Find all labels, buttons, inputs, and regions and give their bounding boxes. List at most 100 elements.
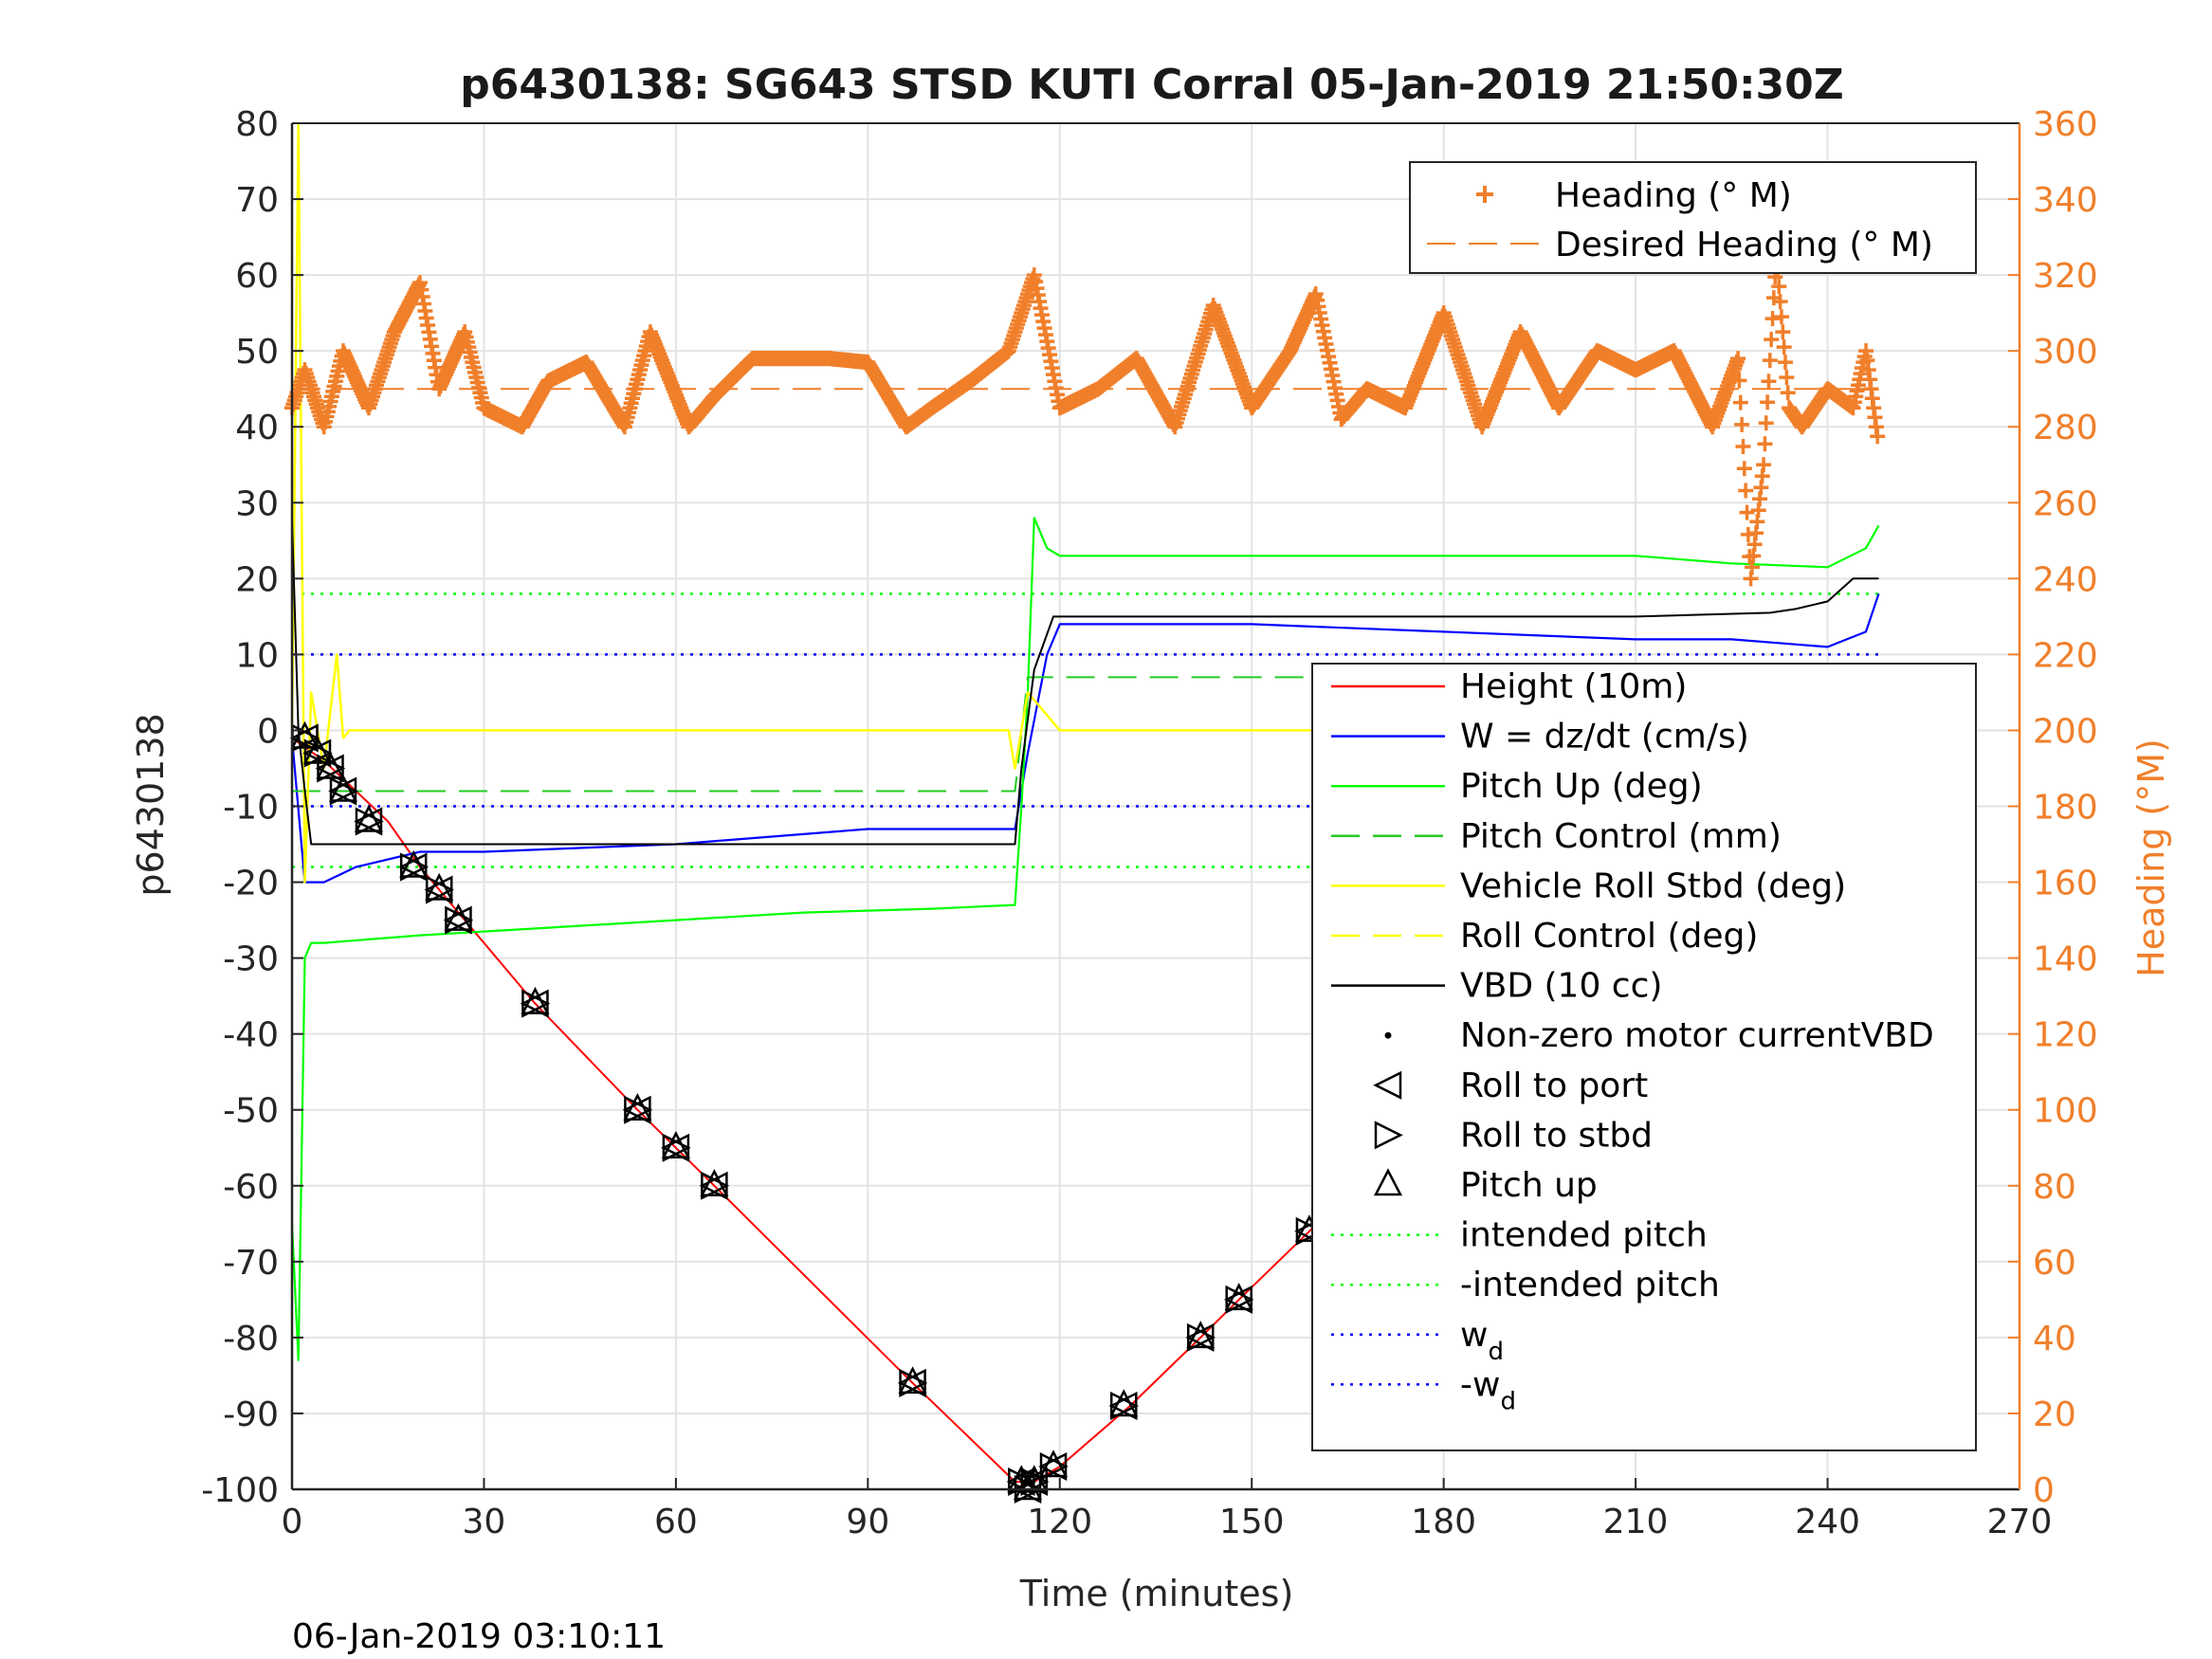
roll-stbd-marker (1225, 1285, 1254, 1314)
pitch-up-marker (1186, 1321, 1216, 1349)
y2-tick-label: 260 (2033, 484, 2098, 523)
series-w-dz-dt-cm-s (290, 592, 1880, 884)
roll-stbd-marker (1110, 1391, 1140, 1420)
x-tick-label: 270 (1987, 1503, 2053, 1541)
roll-marker (520, 986, 551, 1018)
y-tick-label: -40 (223, 1016, 279, 1055)
roll-stbd-marker (445, 905, 474, 935)
pitch-up-marker (425, 872, 454, 901)
pitch-up-marker (354, 804, 384, 832)
heading-point (1756, 457, 1772, 473)
y-tick-label: -80 (223, 1320, 279, 1358)
roll-stbd-marker (355, 807, 384, 836)
pitch-up-marker (661, 1131, 690, 1158)
heading-point (1731, 373, 1747, 389)
roll-stbd-marker (1186, 1322, 1216, 1352)
roll-stbd-marker (1295, 1216, 1325, 1246)
legend-main-box (1311, 663, 1977, 1451)
legend-label: Pitch Control (mm) (1460, 817, 1782, 856)
roll-stbd-marker (317, 754, 346, 783)
y-tick-label: 40 (235, 409, 279, 447)
legend-label: Vehicle Roll Stbd (deg) (1460, 866, 1846, 905)
pitch-up-marker (623, 1093, 652, 1121)
legend-heading-symbol (1476, 186, 1493, 203)
legend-label: Pitch Up (deg) (1460, 767, 1703, 806)
y-tick-label: -30 (223, 940, 279, 979)
roll-marker (1185, 1321, 1216, 1352)
y2-tick-label: 0 (2033, 1471, 2055, 1510)
chart-title: p6430138: SG643 STSD KUTI Corral 05-Jan-… (460, 61, 1843, 109)
heading-point (1779, 370, 1795, 386)
y2-tick-label: 280 (2033, 409, 2098, 447)
x-tick-label: 240 (1795, 1503, 1860, 1541)
heading-point (1764, 311, 1781, 327)
legend-subscript: d (1500, 1387, 1516, 1415)
roll-stbd-marker (1039, 1451, 1069, 1482)
heading-point (1758, 415, 1774, 431)
y2-tick-label: 120 (2033, 1016, 2098, 1055)
legend-heading: Heading (° M) Desired Heading (° M) (1409, 161, 1977, 274)
x-tick-label: 0 (282, 1503, 303, 1541)
y2-tick-label: 340 (2033, 181, 2098, 220)
legend-label: Non-zero motor currentVBD (1460, 1016, 1934, 1055)
legend-heading-label: Heading (° M) (1555, 176, 1792, 215)
pitch-up-marker (399, 849, 429, 878)
roll-stbd-marker (521, 989, 551, 1018)
y2-tick-label: 40 (2033, 1320, 2076, 1358)
heading-point (1764, 332, 1780, 348)
legend-label: VBD (10 cc) (1460, 967, 1662, 1006)
roll-marker (622, 1093, 653, 1124)
heading-point (1734, 416, 1750, 432)
roll-stbd-marker (701, 1171, 730, 1200)
roll-marker (897, 1366, 928, 1397)
legend-desired-heading-label: Desired Heading (° M) (1555, 226, 1933, 264)
y-tick-label: 50 (235, 333, 279, 372)
heading-point (1780, 385, 1796, 401)
roll-marker (424, 872, 455, 904)
heading-point (1778, 355, 1794, 371)
legend-label: Roll to stbd (1460, 1116, 1653, 1155)
x-tick-label: 60 (654, 1503, 698, 1541)
roll-stbd-marker (399, 852, 430, 882)
heading-point (1730, 351, 1746, 367)
heading-series (284, 248, 1886, 587)
pitch-up-marker (521, 986, 550, 1014)
roll-marker (661, 1131, 691, 1162)
y-tick-label: 10 (235, 636, 279, 675)
heading-point (1732, 394, 1748, 410)
axes: 0 30 60 90 120 150 180 210 240 270 80 70 60 50 40 30 20 1… (201, 105, 2097, 1541)
y2-tick-label: 160 (2033, 865, 2098, 903)
legend-symbol (1373, 1070, 1402, 1100)
legend-label: -intended pitch (1460, 1266, 1720, 1304)
heading-point (1735, 439, 1751, 455)
roll-marker (1223, 1283, 1254, 1314)
pitch-up-marker (444, 902, 473, 931)
footer-timestamp: 06-Jan-2019 03:10:11 (292, 1617, 666, 1656)
y2-axis-label: Heading (°M) (2130, 738, 2172, 977)
heading-point (1771, 279, 1787, 295)
roll-stbd-marker (1020, 1467, 1050, 1497)
heading-point (1761, 374, 1777, 390)
legend-symbol (1374, 1121, 1403, 1150)
legend-label: W = dz/dt (cm/s) (1460, 718, 1749, 757)
y2-tick-label: 320 (2033, 257, 2098, 296)
y-tick-label: 70 (235, 181, 279, 220)
y-tick-label: -90 (223, 1395, 279, 1434)
pitch-up-marker (1038, 1449, 1069, 1478)
y2-tick-label: 80 (2033, 1168, 2076, 1207)
y-tick-label: 60 (235, 257, 279, 296)
heading-point (1736, 461, 1752, 477)
y2-tick-label: 240 (2033, 560, 2098, 599)
roll-stbd-marker (662, 1133, 691, 1162)
legend-subscript: d (1488, 1338, 1504, 1366)
y-axis-label: p6430138 (130, 713, 172, 896)
legend-label: intended pitch (1460, 1216, 1708, 1255)
roll-stbd-marker (899, 1368, 928, 1397)
pitch-up-marker (898, 1366, 927, 1395)
y2-tick-label: 180 (2033, 789, 2098, 828)
y2-tick-label: 20 (2033, 1395, 2076, 1434)
roll-marker (1038, 1449, 1069, 1482)
series-pitch-up-deg (290, 517, 1880, 1362)
y-tick-label: 0 (257, 712, 279, 751)
y-tick-label: 80 (235, 105, 279, 144)
